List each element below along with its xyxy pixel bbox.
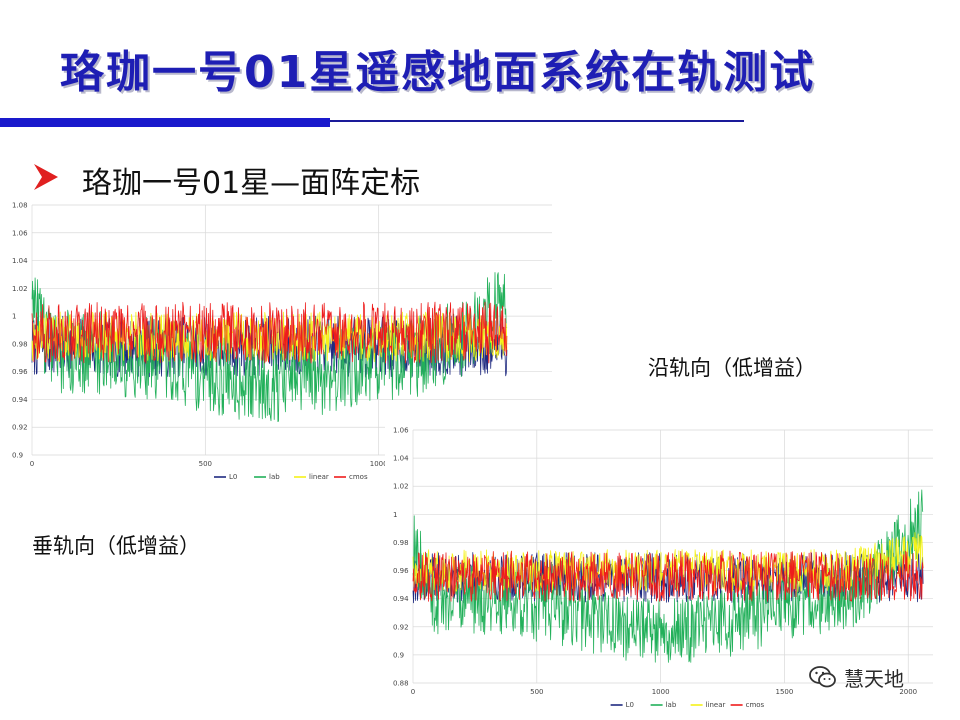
arrow-bullet-icon [34,164,58,190]
x-tick-label: 500 [199,460,212,468]
legend-label-L0: L0 [229,473,237,481]
slide-title: 珞珈一号01星遥感地面系统在轨测试 [60,47,816,98]
y-tick-label: 1.04 [12,257,28,265]
title-accent-bar [0,118,330,127]
y-tick-label: 1.08 [12,202,28,210]
legend-label-cmos: cmos [746,701,765,709]
x-tick-label: 1000 [370,460,388,468]
title-underline [330,120,744,122]
x-tick-label: 1000 [652,688,670,696]
y-tick-label: 0.96 [393,567,409,575]
y-tick-label: 0.9 [393,651,404,659]
x-tick-label: 2000 [899,688,917,696]
y-tick-label: 1 [393,511,397,519]
wechat-icon [809,666,836,688]
chart-svg: 1.06 1.04 1.02 1 0.98 0.96 0.94 0.92 0.9 0.880 500… [393,427,933,709]
x-tick-label: 0 [411,688,415,696]
series-line-cmos [412,550,924,602]
y-tick-label: 1 [12,313,16,321]
along-track-chart: 1.08 1.06 1.04 1.02 1 0.98 0.96 0.94 0.92 0.9 0 500… [0,195,555,495]
y-tick-label: 0.94 [12,396,28,404]
legend-label-lab: lab [269,473,280,481]
series-line-cmos [31,301,508,364]
series-line-lab [31,272,508,422]
y-tick-label: 1.06 [393,427,409,435]
legend-label-L0: L0 [626,701,634,709]
y-tick-label: 0.98 [393,539,409,547]
y-tick-label: 0.98 [12,340,28,348]
y-tick-label: 1.06 [12,229,28,237]
x-tick-label: 1500 [776,688,794,696]
series-line-lab [412,489,924,663]
y-tick-label: 1.04 [393,455,409,463]
legend-label-lab: lab [666,701,677,709]
watermark-text: 慧天地 [844,666,904,691]
y-tick-label: 0.92 [393,623,409,631]
legend-label-linear: linear [309,473,329,481]
y-tick-label: 1.02 [12,285,28,293]
caption-cross-track: 垂轨向（低增益） [32,534,200,558]
x-tick-label: 0 [30,460,34,468]
y-tick-label: 0.88 [393,680,409,688]
x-tick-label: 500 [530,688,543,696]
watermark: 慧天地 [808,664,904,691]
y-tick-label: 0.9 [12,452,23,460]
cross-track-chart: 1.06 1.04 1.02 1 0.98 0.96 0.94 0.92 0.9 0.88 0 500… [385,420,937,716]
y-tick-label: 0.94 [393,595,409,603]
caption-along-track: 沿轨向（低增益） [648,356,816,380]
y-tick-label: 1.02 [393,483,409,491]
legend-label-linear: linear [706,701,726,709]
y-tick-label: 0.96 [12,368,28,376]
chart-svg: 1.08 1.06 1.04 1.02 1 0.98 0.96 0.94 0.92 0.9 0 500… [12,202,552,481]
y-tick-label: 0.92 [12,424,28,432]
legend-label-cmos: cmos [349,473,368,481]
